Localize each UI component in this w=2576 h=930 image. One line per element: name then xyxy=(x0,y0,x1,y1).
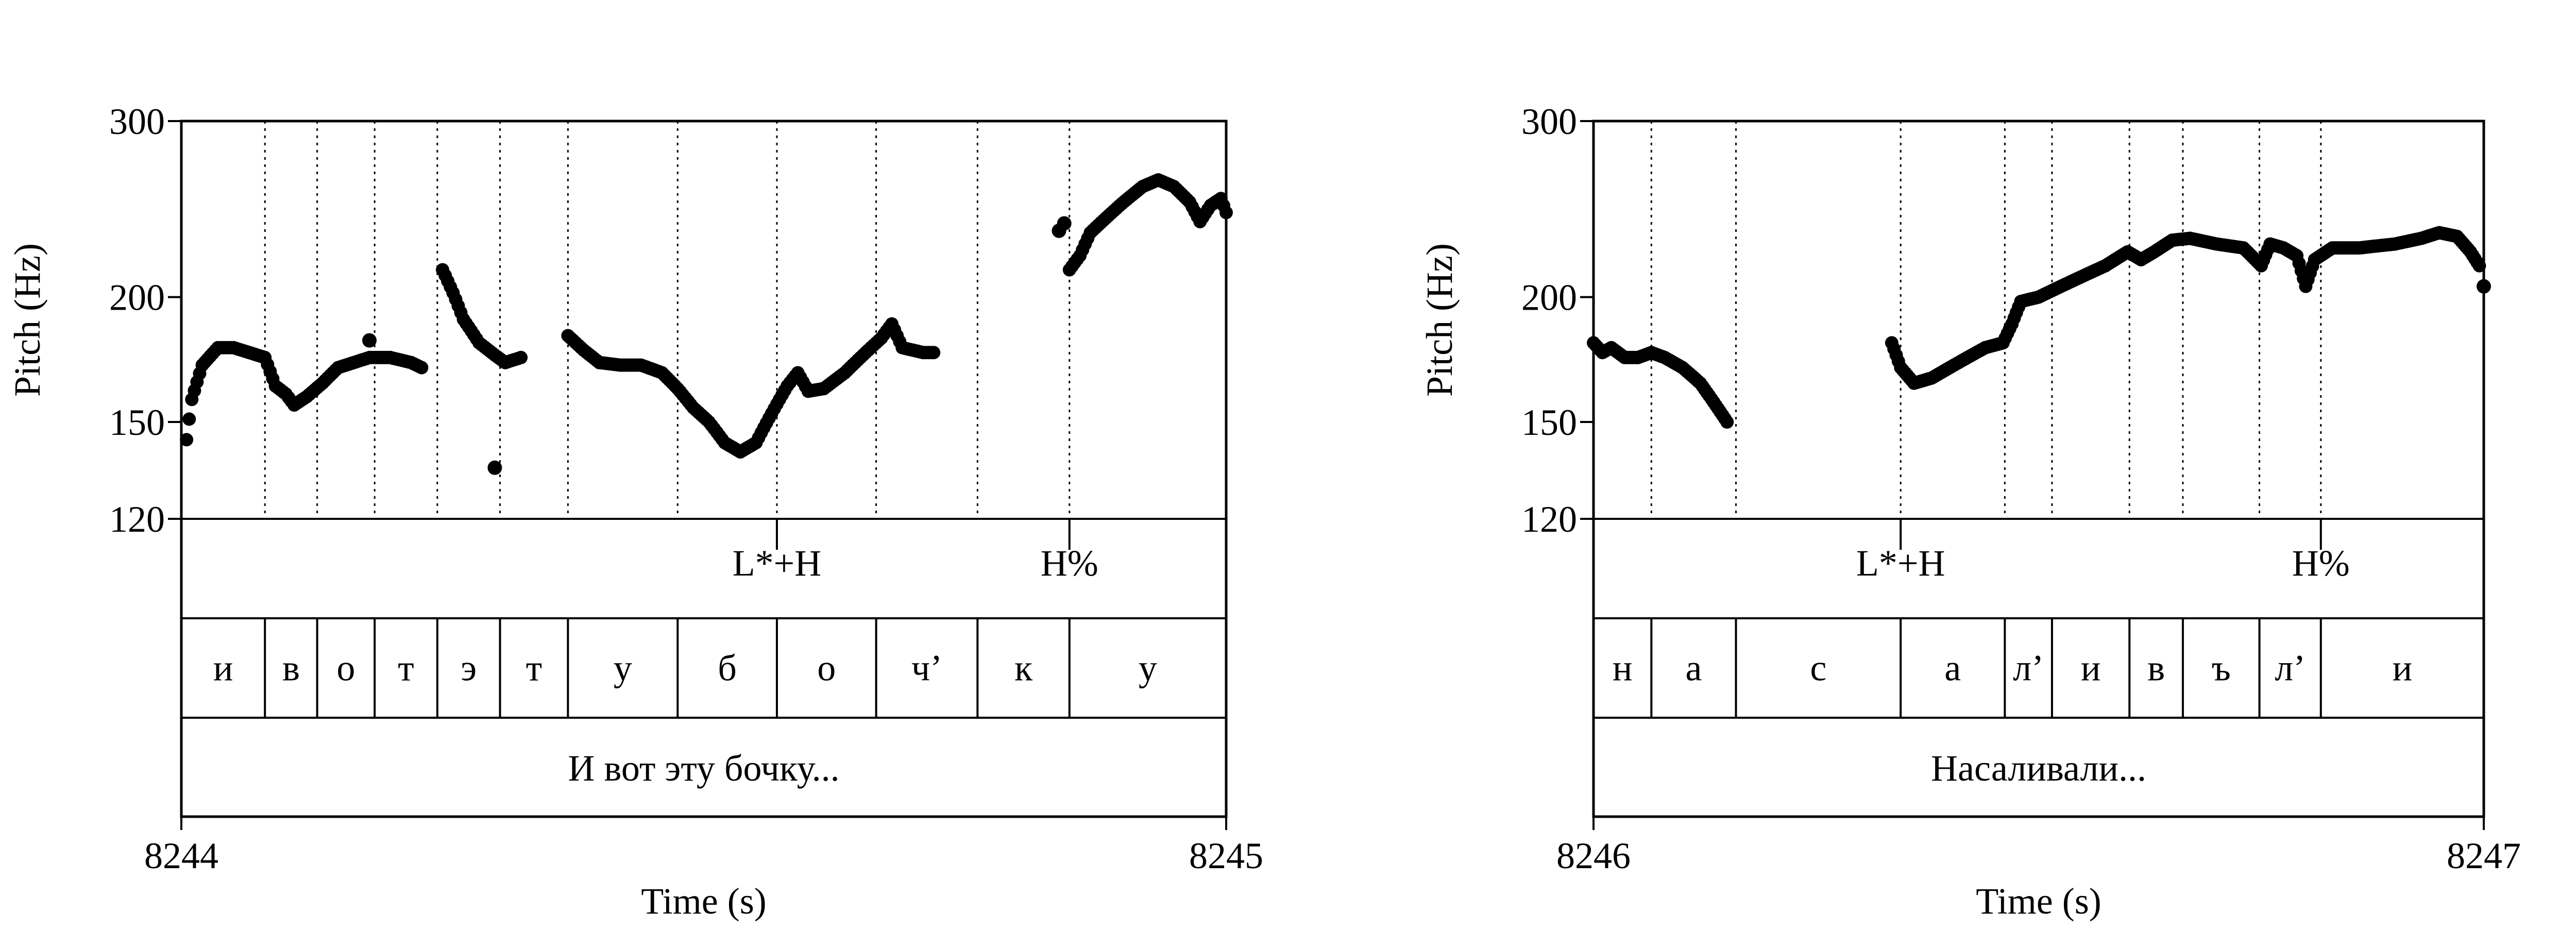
segment-label: а xyxy=(1944,648,1961,689)
y-axis-label: Pitch (Hz) xyxy=(1419,243,1460,397)
y-axis-label: Pitch (Hz) xyxy=(7,243,48,397)
x-tick-label: 8245 xyxy=(1189,835,1263,876)
x-tick-label: 8244 xyxy=(144,835,218,876)
segment-label: н xyxy=(1613,648,1633,689)
segment-label: т xyxy=(526,648,542,689)
y-tick-label: 200 xyxy=(109,277,165,318)
pitch-point xyxy=(514,350,528,364)
x-axis-label: Time (s) xyxy=(1976,881,2101,922)
segment-label: в xyxy=(2147,648,2165,689)
segment-label: л’ xyxy=(2013,648,2044,689)
segment-label: ъ xyxy=(2212,648,2231,689)
pitch-point xyxy=(927,346,941,360)
tone-label: L*+H xyxy=(1856,543,1945,584)
x-tick-label: 8247 xyxy=(2447,835,2521,876)
segment-label: и xyxy=(2081,648,2101,689)
pitch-point xyxy=(415,361,429,375)
segment-label: к xyxy=(1014,648,1033,689)
pitch-point xyxy=(1219,206,1233,219)
y-tick-label: 120 xyxy=(1521,499,1577,540)
pitch-point xyxy=(180,433,194,447)
pitch-point xyxy=(1057,216,1072,231)
tone-label: H% xyxy=(2292,543,2350,584)
plot-frame xyxy=(180,120,1228,818)
x-tick-label: 8246 xyxy=(1556,835,1631,876)
y-tick-label: 150 xyxy=(109,402,165,443)
pitch-point xyxy=(487,460,502,475)
segment-label: с xyxy=(1810,648,1826,689)
segment-label: б xyxy=(718,648,737,689)
segment-label: у xyxy=(1139,648,1157,689)
segment-label: ч’ xyxy=(911,648,942,689)
tone-label: L*+H xyxy=(733,543,822,584)
segment-label: т xyxy=(398,648,414,689)
segment-label: у xyxy=(614,648,632,689)
y-tick-label: 300 xyxy=(1521,101,1577,142)
phrase-label: И вот эту бочку... xyxy=(568,748,839,789)
plot-frame xyxy=(1592,120,2485,818)
segment-label: в xyxy=(282,648,300,689)
phrase-label: Насаливали... xyxy=(1931,748,2146,789)
y-tick-label: 120 xyxy=(109,499,165,540)
x-axis-label: Time (s) xyxy=(641,881,766,922)
pitch-point xyxy=(182,412,196,426)
pitch-point xyxy=(2472,259,2486,273)
segment-label: э xyxy=(461,648,477,689)
segment-label: л’ xyxy=(2275,648,2306,689)
segment-label: а xyxy=(1685,648,1702,689)
segment-label: о xyxy=(817,648,836,689)
pitch-panel-right: 300 200 150 120 8246 8247 L*+H H% н а с а л’ и в ъ л’ и P… xyxy=(1419,101,2521,922)
y-tick-label: 150 xyxy=(1521,402,1577,443)
segment-label: и xyxy=(2393,648,2413,689)
tone-label: H% xyxy=(1041,543,1098,584)
pitch-plot-area: 300 200 150 120 8246 8247 L*+H H% н а с а л’ и в ъ л’ и xyxy=(1521,101,2521,876)
y-tick-label: 300 xyxy=(109,101,165,142)
y-tick-label: 200 xyxy=(1521,277,1577,318)
segment-label: и xyxy=(213,648,233,689)
pitch-point xyxy=(1720,415,1734,429)
segment-label: о xyxy=(336,648,355,689)
pitch-point xyxy=(2477,279,2491,294)
pitch-point xyxy=(362,333,377,348)
